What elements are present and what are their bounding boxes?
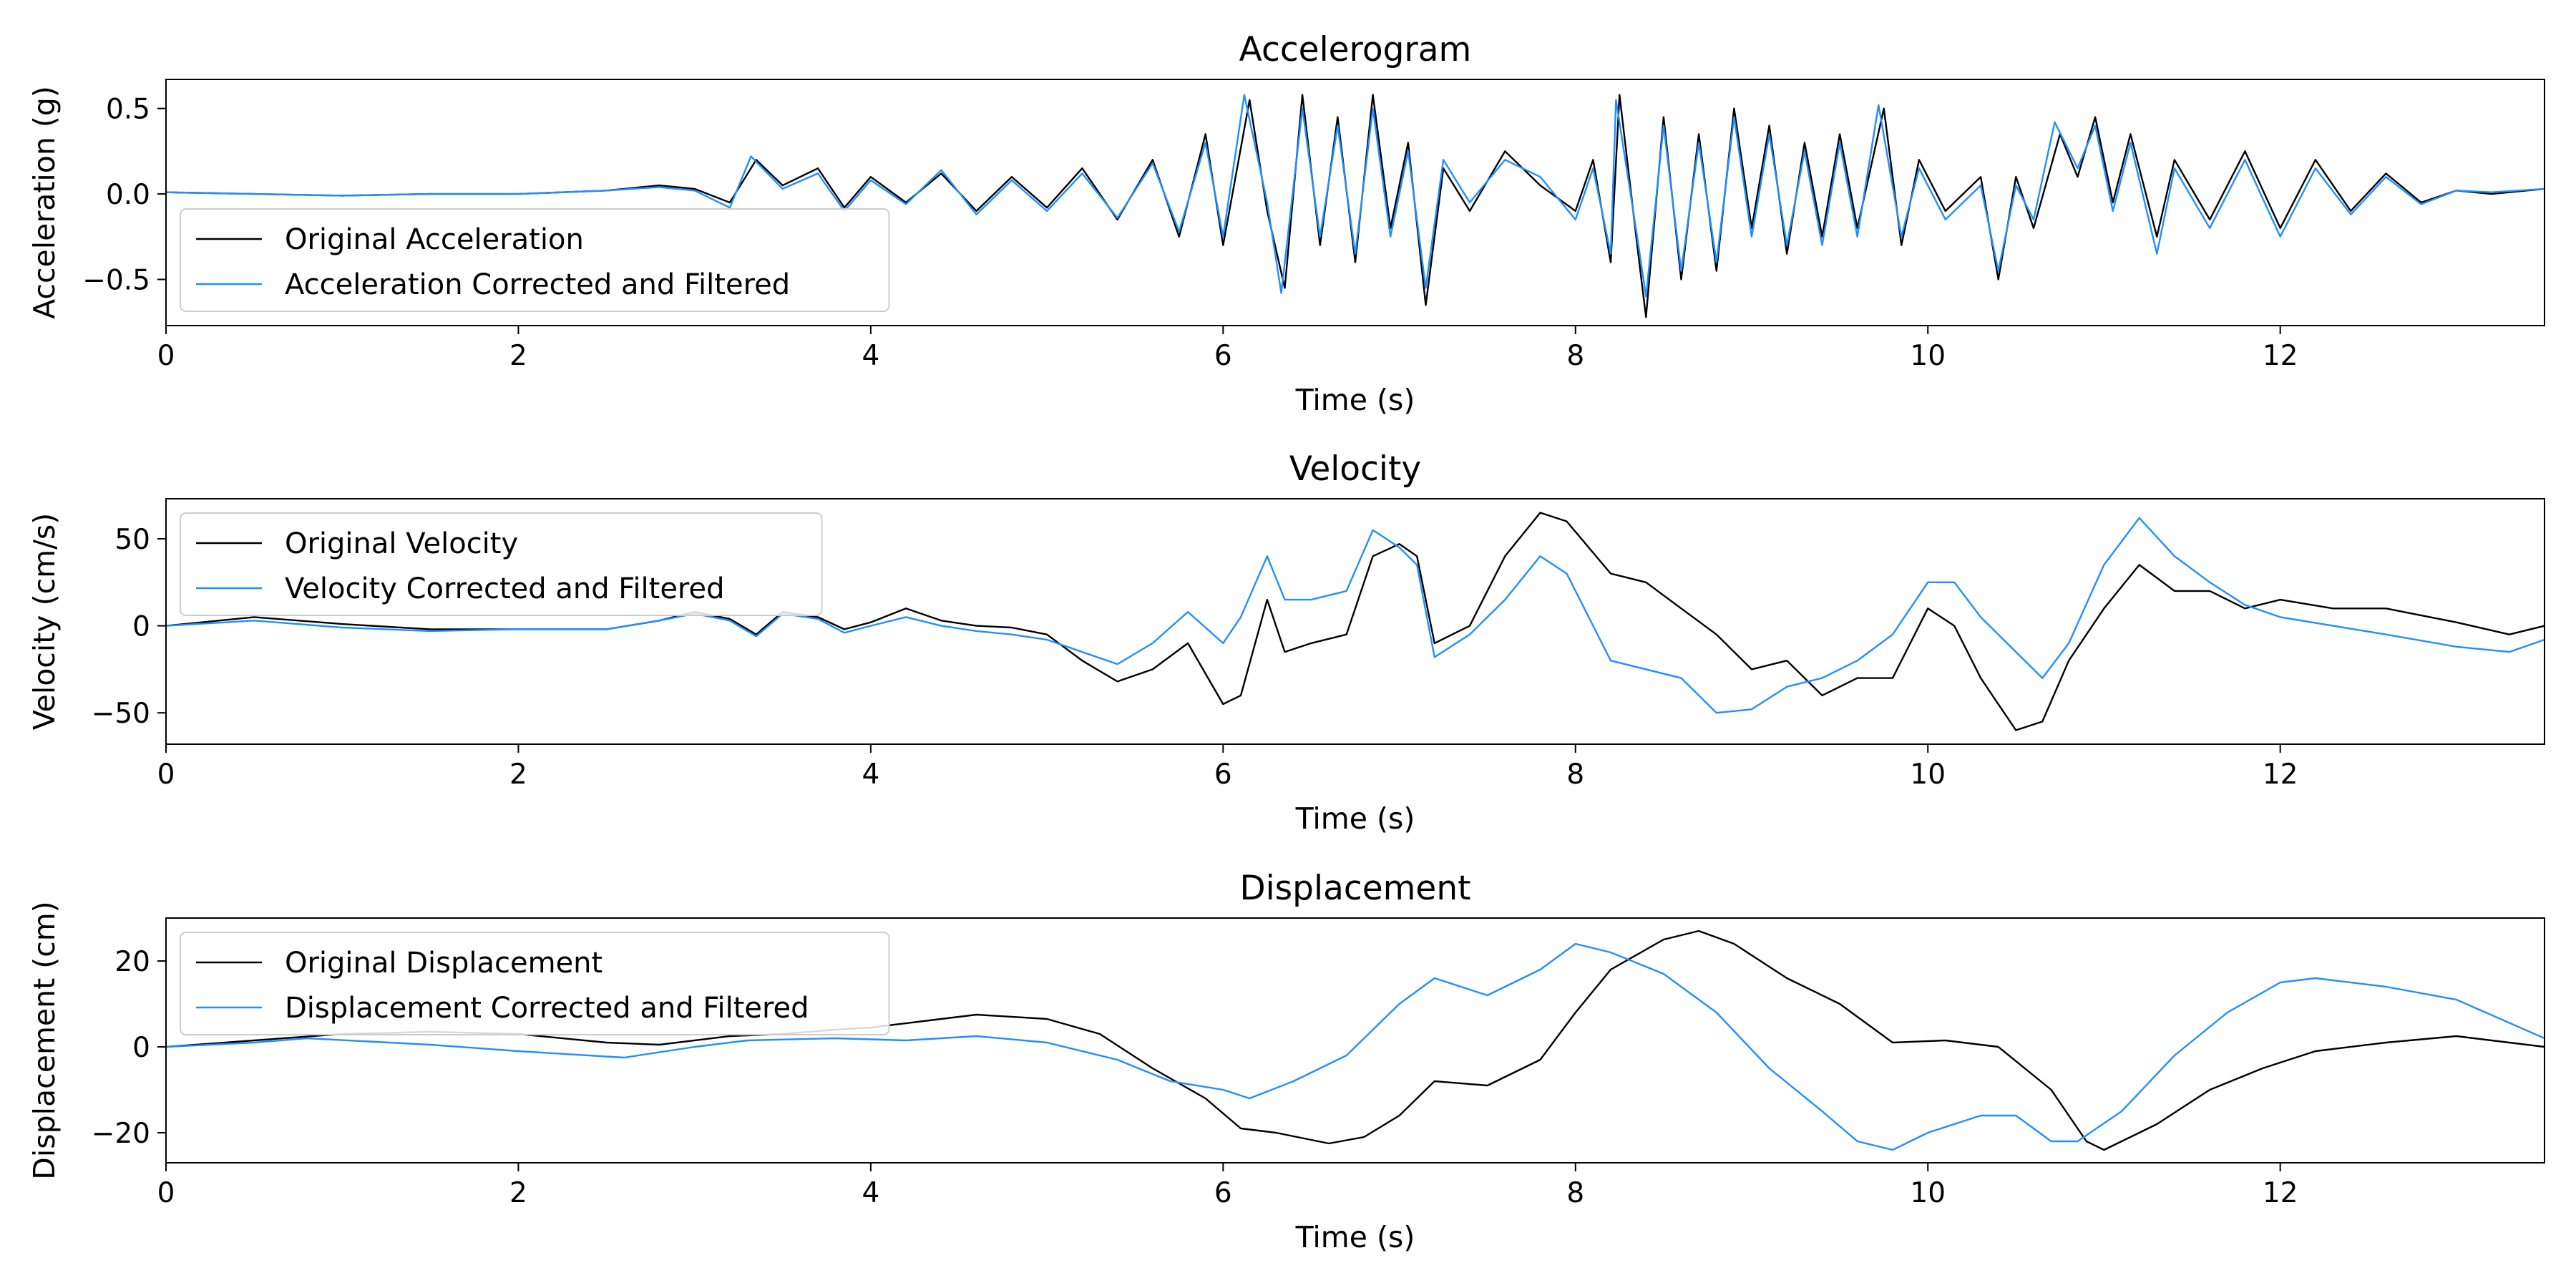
series-line-1 — [166, 942, 2545, 1151]
legend-label-1: Acceleration Corrected and Filtered — [285, 268, 790, 301]
series-line-1 — [166, 94, 2545, 298]
legend-label-0: Original Acceleration — [285, 223, 584, 256]
x-tick-label: 8 — [1566, 758, 1584, 791]
x-tick-label: 2 — [509, 340, 527, 372]
plot-frame — [165, 917, 2545, 1163]
x-tick-label: 6 — [1214, 758, 1232, 791]
x-tick-label: 0 — [157, 1177, 175, 1209]
x-tick-label: 12 — [2263, 758, 2298, 791]
x-tick-label: 4 — [862, 758, 879, 791]
x-tick-label: 10 — [1910, 758, 1946, 791]
y-tick-label: 0.5 — [106, 94, 150, 126]
plot-frame — [165, 79, 2545, 326]
y-tick-label: 0 — [132, 1032, 150, 1064]
legend-label-1: Displacement Corrected and Filtered — [285, 992, 809, 1025]
x-tick-label: 6 — [1214, 1177, 1232, 1209]
series-line-0 — [166, 94, 2545, 318]
x-tick-label: 12 — [2263, 340, 2298, 372]
x-tick-label: 4 — [862, 1177, 879, 1209]
x-axis-label: Time (s) — [1295, 1220, 1415, 1254]
legend: Original Acceleration Acceleration Correc… — [180, 208, 890, 312]
legend: Original Velocity Velocity Corrected and … — [180, 512, 823, 616]
y-tick-label: 0.0 — [106, 179, 150, 211]
x-tick-label: 12 — [2263, 1177, 2298, 1209]
x-tick-label: 8 — [1566, 340, 1584, 372]
y-axis-label: Displacement (cm) — [27, 901, 62, 1179]
legend-label-1: Velocity Corrected and Filtered — [285, 572, 725, 605]
y-axis-label: Acceleration (g) — [27, 86, 62, 319]
y-tick-label: 50 — [114, 524, 150, 556]
chart-title: Displacement — [1239, 869, 1470, 908]
y-tick-label: −20 — [92, 1118, 150, 1150]
legend-box — [180, 932, 890, 1035]
y-tick-label: 20 — [114, 946, 150, 978]
legend-box — [180, 512, 823, 616]
y-tick-label: −0.5 — [82, 265, 150, 297]
x-tick-label: 2 — [509, 758, 527, 791]
legend-label-0: Original Displacement — [285, 947, 602, 980]
chart-title: Velocity — [1289, 449, 1421, 489]
x-tick-label: 8 — [1566, 1177, 1584, 1209]
legend: Original Displacement Displacement Correc… — [180, 932, 890, 1035]
chart-panel-0: 0 2 4 6 8 10 12 −0.5 0.0 0.5 Time (s) Acceleration … — [27, 30, 2545, 417]
x-tick-label: 10 — [1910, 340, 1946, 372]
plot-frame — [165, 498, 2545, 745]
x-tick-label: 0 — [157, 758, 175, 791]
x-tick-label: 2 — [509, 1177, 527, 1209]
x-tick-label: 10 — [1910, 1177, 1946, 1209]
x-axis-label: Time (s) — [1295, 383, 1415, 417]
x-axis-label: Time (s) — [1295, 801, 1415, 836]
x-tick-label: 4 — [862, 340, 879, 372]
x-tick-label: 6 — [1214, 340, 1232, 372]
y-axis-label: Velocity (cm/s) — [27, 513, 62, 731]
x-tick-label: 0 — [157, 340, 175, 372]
y-tick-label: −50 — [92, 698, 150, 730]
chart-title: Accelerogram — [1239, 30, 1472, 69]
legend-box — [180, 208, 890, 312]
y-tick-label: 0 — [132, 611, 150, 643]
legend-label-0: Original Velocity — [285, 527, 518, 560]
